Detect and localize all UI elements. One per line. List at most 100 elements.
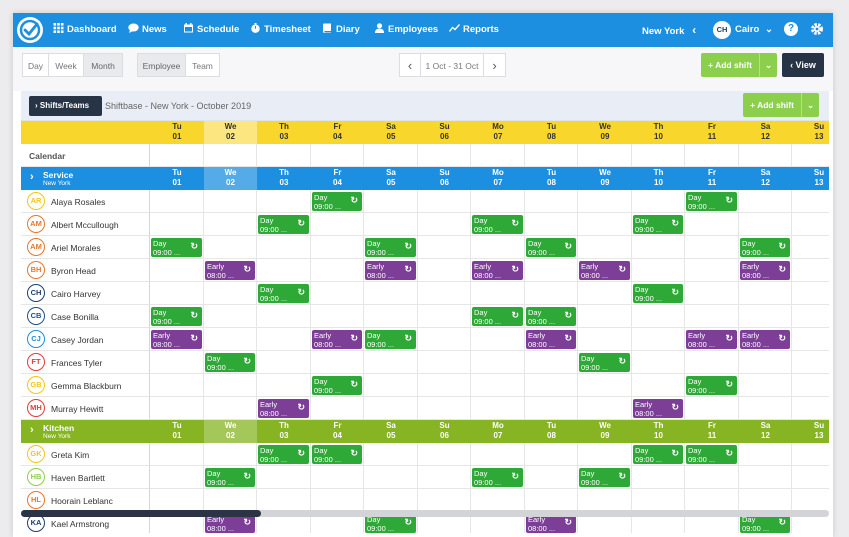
- shift-block-day[interactable]: Day 09:00 ... ↻: [312, 376, 362, 395]
- schedule-cell[interactable]: [685, 466, 739, 489]
- schedule-cell[interactable]: [685, 213, 739, 236]
- schedule-cell[interactable]: [632, 213, 685, 236]
- employee-row-label[interactable]: AR Alaya Rosales: [21, 190, 150, 213]
- schedule-cell[interactable]: [471, 213, 525, 236]
- schedule-cell[interactable]: [739, 305, 792, 328]
- schedule-cell[interactable]: [792, 259, 829, 282]
- schedule-cell[interactable]: [525, 190, 578, 213]
- schedule-cell[interactable]: [578, 213, 632, 236]
- schedule-cell[interactable]: [632, 236, 685, 259]
- employee-row-label[interactable]: CH Cairo Harvey: [21, 282, 150, 305]
- next-period-button[interactable]: ›: [484, 53, 506, 77]
- schedule-cell[interactable]: [418, 328, 471, 351]
- schedule-cell[interactable]: [257, 374, 311, 397]
- schedule-cell[interactable]: [471, 466, 525, 489]
- schedule-cell[interactable]: [685, 259, 739, 282]
- shifts-teams-button[interactable]: › Shifts/Teams: [29, 96, 102, 116]
- schedule-cell[interactable]: [471, 489, 525, 512]
- schedule-cell[interactable]: [471, 512, 525, 533]
- schedule-cell[interactable]: [578, 351, 632, 374]
- schedule-cell[interactable]: [257, 466, 311, 489]
- schedule-cell[interactable]: [204, 236, 257, 259]
- schedule-cell[interactable]: [525, 466, 578, 489]
- schedule-cell[interactable]: [150, 190, 204, 213]
- nav-diary[interactable]: Diary: [322, 13, 360, 47]
- nav-timesheet[interactable]: Timesheet: [250, 13, 311, 47]
- shift-block-day[interactable]: Day 09:00 ... ↻: [205, 468, 255, 487]
- schedule-cell[interactable]: [364, 466, 418, 489]
- schedule-cell[interactable]: [471, 190, 525, 213]
- shift-block-day[interactable]: Day 09:00 ... ↻: [365, 330, 416, 349]
- view-day-button[interactable]: Day: [22, 53, 49, 77]
- schedule-cell[interactable]: [418, 236, 471, 259]
- schedule-cell[interactable]: [364, 259, 418, 282]
- shift-block-early[interactable]: Early 08:00 ... ↻: [740, 330, 790, 349]
- schedule-cell[interactable]: [364, 305, 418, 328]
- employee-row-label[interactable]: KA Kael Armstrong: [21, 512, 150, 533]
- schedule-cell[interactable]: [418, 351, 471, 374]
- schedule-cell[interactable]: [632, 305, 685, 328]
- nav-reports[interactable]: Reports: [449, 13, 499, 47]
- calendar-cell[interactable]: [471, 144, 525, 167]
- schedule-cell[interactable]: [632, 374, 685, 397]
- schedule-cell[interactable]: [150, 351, 204, 374]
- schedule-cell[interactable]: [632, 259, 685, 282]
- schedule-cell[interactable]: [150, 259, 204, 282]
- schedule-cell[interactable]: [204, 512, 257, 533]
- employee-row-label[interactable]: HL Hoorain Leblanc: [21, 489, 150, 512]
- group-header-kitchen[interactable]: [21, 420, 829, 443]
- shift-block-day[interactable]: Day 09:00 ... ↻: [686, 376, 737, 395]
- shift-block-day[interactable]: Day 09:00 ... ↻: [151, 238, 202, 257]
- schedule-cell[interactable]: [525, 512, 578, 533]
- schedule-cell[interactable]: [525, 236, 578, 259]
- schedule-cell[interactable]: [311, 259, 364, 282]
- schedule-cell[interactable]: [204, 213, 257, 236]
- schedule-cell[interactable]: [739, 397, 792, 420]
- employee-row-label[interactable]: FT Frances Tyler: [21, 351, 150, 374]
- calendar-cell[interactable]: [792, 144, 829, 167]
- schedule-cell[interactable]: [418, 512, 471, 533]
- schedule-cell[interactable]: [739, 489, 792, 512]
- schedule-cell[interactable]: [792, 305, 829, 328]
- employee-row-label[interactable]: HB Haven Bartlett: [21, 466, 150, 489]
- view-month-button[interactable]: Month: [84, 53, 123, 77]
- schedule-cell[interactable]: [792, 374, 829, 397]
- schedule-cell[interactable]: [739, 512, 792, 533]
- calendar-cell[interactable]: [204, 144, 257, 167]
- schedule-cell[interactable]: [685, 282, 739, 305]
- shift-block-day[interactable]: Day 09:00 ... ↻: [633, 284, 683, 303]
- schedule-cell[interactable]: [739, 374, 792, 397]
- shift-block-early[interactable]: Early 08:00 ... ↻: [205, 261, 255, 280]
- horizontal-scrollbar[interactable]: [21, 510, 829, 517]
- schedule-cell[interactable]: [364, 328, 418, 351]
- schedule-cell[interactable]: [257, 213, 311, 236]
- shift-block-early[interactable]: Early 08:00 ... ↻: [740, 261, 790, 280]
- schedule-cell[interactable]: [311, 351, 364, 374]
- schedule-cell[interactable]: [204, 305, 257, 328]
- schedule-cell[interactable]: [525, 443, 578, 466]
- schedule-cell[interactable]: [632, 443, 685, 466]
- schedule-cell[interactable]: [685, 351, 739, 374]
- shift-block-day[interactable]: Day 09:00 ... ↻: [686, 192, 737, 211]
- schedule-cell[interactable]: [311, 190, 364, 213]
- schedule-cell[interactable]: [632, 512, 685, 533]
- shift-block-early[interactable]: Early 08:00 ... ↻: [365, 261, 416, 280]
- shift-block-day[interactable]: Day 09:00 ... ↻: [472, 468, 523, 487]
- schedule-cell[interactable]: [364, 236, 418, 259]
- group-header-service[interactable]: [21, 167, 829, 190]
- schedule-cell[interactable]: [471, 259, 525, 282]
- shift-block-early[interactable]: Early 08:00 ... ↻: [526, 330, 576, 349]
- shift-block-day[interactable]: Day 09:00 ... ↻: [579, 353, 630, 372]
- calendar-cell[interactable]: [525, 144, 578, 167]
- schedule-cell[interactable]: [578, 259, 632, 282]
- calendar-cell[interactable]: [632, 144, 685, 167]
- schedule-cell[interactable]: [525, 397, 578, 420]
- employee-row-label[interactable]: AM Ariel Morales: [21, 236, 150, 259]
- schedule-cell[interactable]: [685, 190, 739, 213]
- schedule-cell[interactable]: [525, 489, 578, 512]
- schedule-cell[interactable]: [739, 466, 792, 489]
- schedule-cell[interactable]: [311, 282, 364, 305]
- employee-row-label[interactable]: CJ Casey Jordan: [21, 328, 150, 351]
- schedule-cell[interactable]: [204, 351, 257, 374]
- schedule-cell[interactable]: [739, 213, 792, 236]
